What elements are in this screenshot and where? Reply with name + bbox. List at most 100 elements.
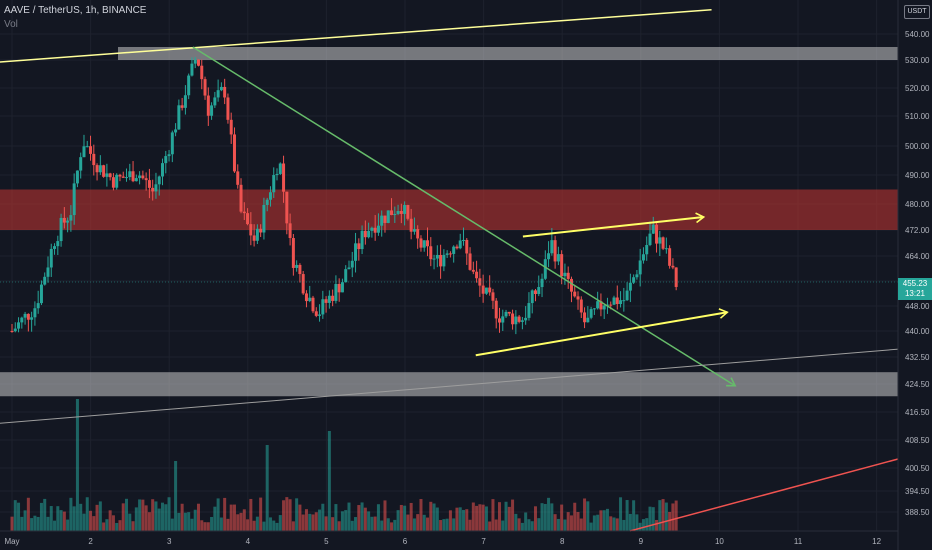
volume-bar — [547, 497, 551, 531]
volume-bar — [589, 522, 593, 531]
volume-bar — [164, 504, 168, 531]
candle-body — [471, 269, 475, 272]
volume-bar — [301, 514, 305, 531]
volume-bar — [363, 507, 367, 531]
rising-grey-line — [0, 347, 909, 424]
time-tick-label: 6 — [403, 537, 408, 546]
candle-body — [367, 230, 371, 238]
volume-bar — [138, 499, 142, 531]
volume-bar — [265, 445, 269, 531]
candle-body — [196, 59, 200, 66]
candle-body — [664, 248, 668, 250]
trendlines — [0, 8, 909, 532]
candle-body — [504, 311, 508, 317]
candle-body — [628, 282, 632, 291]
resistance-zone — [0, 189, 898, 230]
candle-body — [17, 322, 21, 329]
candle-body — [285, 191, 289, 224]
volume-bar — [520, 522, 524, 531]
channel-lower-arrowhead — [718, 308, 729, 319]
volume-bar — [223, 497, 227, 531]
volume-bar — [641, 519, 645, 531]
time-tick-label: 2 — [88, 537, 93, 546]
volume-bar — [543, 503, 547, 531]
candle-body — [602, 305, 606, 310]
candle-body — [164, 156, 168, 164]
volume-bar — [62, 511, 66, 531]
volume-bar — [527, 519, 531, 531]
volume-bar — [583, 498, 587, 531]
volume-bar — [442, 519, 446, 531]
volume-bar — [331, 517, 335, 531]
candle-body — [448, 253, 452, 255]
price-tick-label: 490.00 — [905, 171, 930, 180]
candle-body — [514, 316, 518, 325]
candle-body — [295, 264, 299, 268]
candle-body — [200, 65, 204, 80]
volume-bar — [200, 520, 204, 531]
volume-bar — [314, 512, 318, 531]
volume-bar — [272, 520, 276, 531]
candle-body — [203, 79, 207, 96]
candle-body — [622, 300, 626, 302]
volume-bar — [85, 497, 89, 531]
candle-body — [183, 95, 187, 108]
volume-bar — [108, 510, 112, 531]
candle-body — [615, 297, 619, 305]
time-tick-label: 10 — [715, 537, 724, 546]
candle-body — [661, 237, 665, 249]
volume-bar — [399, 504, 403, 531]
candle-body — [128, 171, 132, 178]
price-tick-label: 448.00 — [905, 302, 930, 311]
candle-body — [334, 283, 338, 301]
volume-bar — [177, 512, 181, 531]
candle-body — [141, 175, 145, 179]
volume-bar — [605, 508, 609, 531]
candle-body — [442, 254, 446, 267]
volume-bar — [92, 516, 96, 531]
volume-bar — [537, 518, 541, 531]
volume-bar — [46, 516, 50, 531]
volume-bar — [347, 502, 351, 531]
candle-body — [301, 274, 305, 294]
volume-bar — [569, 515, 573, 531]
candle-body — [540, 278, 544, 288]
volume-bar — [213, 506, 217, 531]
volume-bar — [517, 518, 521, 531]
time-tick-label: 12 — [872, 537, 881, 546]
candle-body — [49, 248, 53, 268]
candle-body — [177, 105, 181, 130]
candle-body — [108, 173, 112, 178]
candle-body — [406, 205, 410, 219]
support-zone — [0, 372, 898, 397]
price-tick-label: 416.50 — [905, 408, 930, 417]
volume-bar — [511, 499, 515, 531]
volume-bar — [566, 512, 570, 531]
volume-bar — [125, 498, 129, 531]
candle-body — [550, 240, 554, 254]
candle-body — [576, 296, 580, 300]
volume-bar — [291, 521, 295, 531]
volume-bar — [134, 507, 138, 531]
volume-bar — [376, 504, 380, 531]
volume-bar — [370, 516, 374, 531]
candle-body — [43, 276, 47, 285]
volume-bar — [210, 516, 214, 531]
candle-body — [347, 267, 351, 270]
time-tick-label: May — [4, 537, 19, 546]
candle-body — [625, 290, 629, 301]
candle-body — [393, 213, 397, 216]
candle-body — [262, 204, 266, 233]
volume-bar — [360, 502, 364, 531]
volume-bar — [458, 507, 462, 531]
candle-body — [501, 316, 505, 323]
candle-body — [115, 174, 119, 188]
symbol-title[interactable]: AAVE / TetherUS, 1h, BINANCE — [4, 5, 147, 16]
candle-body — [13, 328, 17, 332]
volume-bar — [625, 500, 629, 531]
volume-bar — [412, 518, 416, 531]
currency-button[interactable]: USDT — [904, 5, 930, 19]
volume-bar — [426, 517, 430, 531]
volume-bar — [563, 519, 567, 531]
